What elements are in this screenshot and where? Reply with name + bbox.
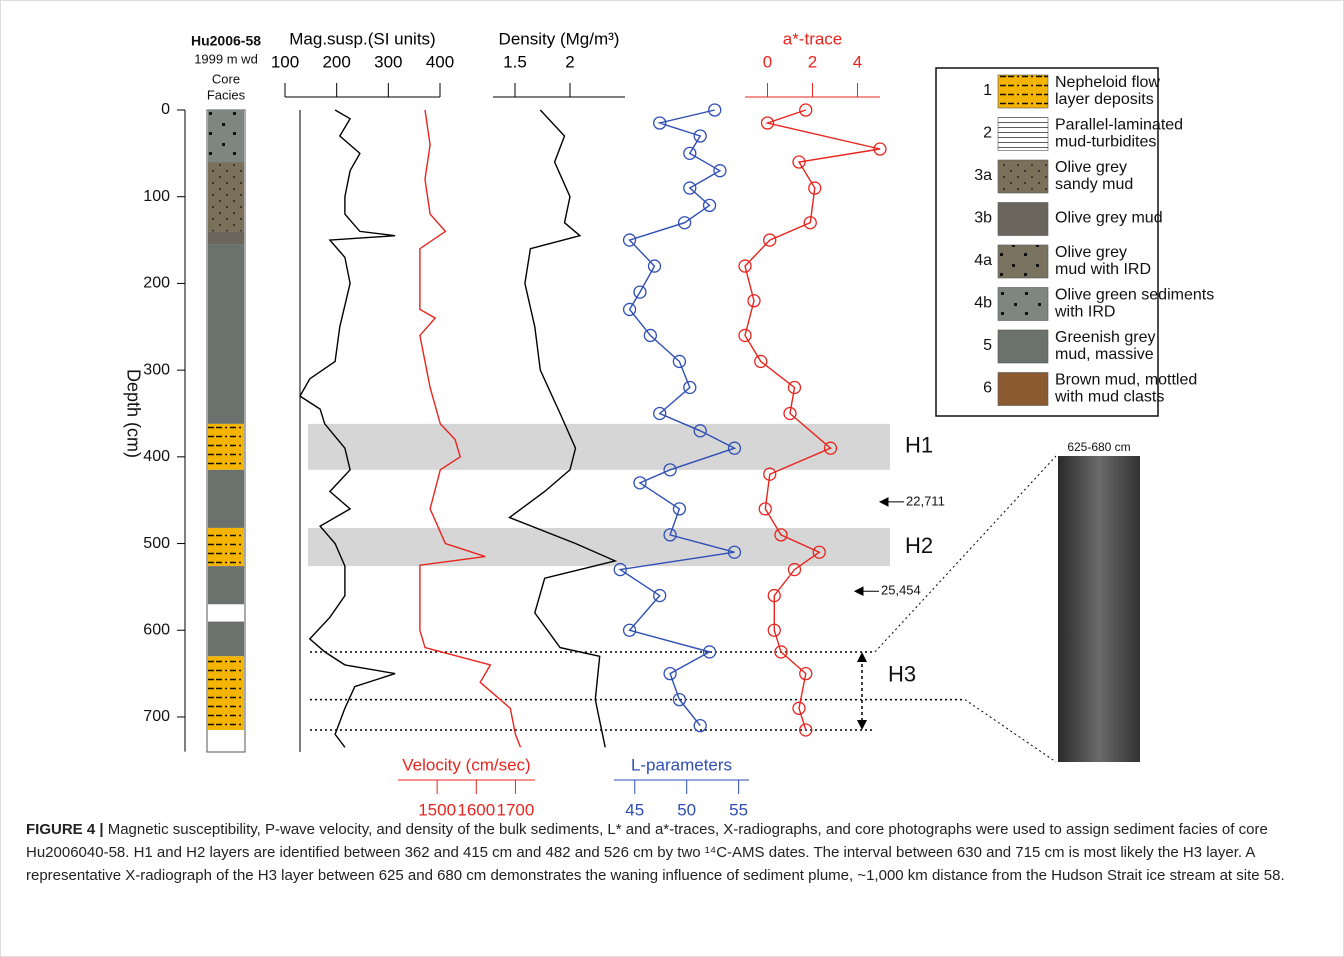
page: Hu2006-58 1999 m wd Core Facies 625-680 … <box>0 0 1344 957</box>
band-label: H3 <box>888 662 916 687</box>
x-tick-label: 1600 <box>457 800 495 819</box>
legend-label: mud with IRD <box>1055 261 1151 278</box>
band-label: H1 <box>905 433 933 458</box>
x-tick-label: 1700 <box>497 800 535 819</box>
date-arrow <box>855 587 879 595</box>
axis-title: Mag.susp.(SI units) <box>289 29 435 48</box>
legend-code: 5 <box>983 337 992 354</box>
y-tick-label: 0 <box>161 101 170 118</box>
h-band <box>308 528 890 566</box>
x-tick-label: 50 <box>677 800 696 819</box>
core-texture <box>208 424 244 470</box>
core-header: Core <box>212 71 240 86</box>
x-tick-label: 200 <box>322 52 350 71</box>
radiograph <box>1058 456 1140 762</box>
axis-title: Density (Mg/m³) <box>499 29 620 48</box>
data-point <box>709 104 721 116</box>
figure: Hu2006-58 1999 m wd Core Facies 625-680 … <box>0 0 1344 957</box>
legend-label: Olive grey mud <box>1055 210 1163 227</box>
legend-label: Nepheloid flow <box>1055 74 1160 91</box>
core-texture <box>208 110 244 162</box>
x-tick-label: 1500 <box>418 800 456 819</box>
core-segment <box>208 244 244 423</box>
x-tick-label: 400 <box>426 52 454 71</box>
core-segment <box>208 566 244 604</box>
y-tick-label: 300 <box>143 361 170 378</box>
legend-texture <box>998 288 1048 321</box>
caption-text: Magnetic susceptibility, P-wave velocity… <box>26 821 1285 884</box>
legend-code: 3a <box>974 167 992 184</box>
legend-code: 6 <box>983 380 992 397</box>
x-tick-label: 55 <box>729 800 748 819</box>
core-texture <box>208 162 244 231</box>
core-name: Hu2006-58 <box>191 33 261 49</box>
legend-code: 1 <box>983 82 992 99</box>
legend-texture <box>998 75 1048 108</box>
radiograph-label: 625-680 cm <box>1067 440 1130 454</box>
y-tick-label: 100 <box>143 188 170 205</box>
core-segment <box>208 470 244 528</box>
axis-title: Velocity (cm/sec) <box>402 755 530 774</box>
x-tick-label: 100 <box>271 52 299 71</box>
legend-texture <box>998 245 1048 278</box>
legend-code: 4a <box>974 252 992 269</box>
x-tick-label: 4 <box>853 52 862 71</box>
y-tick-label: 400 <box>143 448 170 465</box>
data-line <box>745 110 880 730</box>
legend-code: 2 <box>983 125 992 142</box>
x-tick-label: 2 <box>808 52 817 71</box>
y-tick-label: 500 <box>143 535 170 552</box>
core-segment <box>208 622 244 657</box>
x-tick-label: 45 <box>625 800 644 819</box>
legend-swatch <box>998 203 1048 236</box>
legend-swatch <box>998 373 1048 406</box>
legend-texture <box>998 118 1048 151</box>
legend-label: Brown mud, mottled <box>1055 372 1197 389</box>
legend-label: Olive green sediments <box>1055 287 1214 304</box>
legend-code: 3b <box>974 210 992 227</box>
caption: FIGURE 4 | Magnetic susceptibility, P-wa… <box>26 818 1322 887</box>
y-axis-title: Depth (cm) <box>123 369 143 458</box>
legend-label: mud-turbidites <box>1055 134 1156 151</box>
axis-title: L-parameters <box>631 755 732 774</box>
h-band <box>308 424 890 470</box>
legend-label: with IRD <box>1054 304 1115 321</box>
legend-label: Olive grey <box>1055 244 1127 261</box>
core-texture <box>208 528 244 566</box>
x-tick-label: 300 <box>374 52 402 71</box>
legend-label: with mud clasts <box>1054 389 1164 406</box>
water-depth: 1999 m wd <box>194 51 258 66</box>
x-tick-label: 2 <box>565 52 574 71</box>
h3-connector <box>965 700 1056 762</box>
date-label: 25,454 <box>881 583 921 598</box>
caption-label: FIGURE 4 | <box>26 821 104 838</box>
core-texture <box>208 656 244 730</box>
legend-label: layer deposits <box>1055 91 1154 108</box>
date-label: 22,711 <box>906 493 945 508</box>
data-line <box>620 110 734 726</box>
legend-swatch <box>998 330 1048 363</box>
legend-label: sandy mud <box>1055 176 1133 193</box>
date-arrow <box>880 498 904 506</box>
x-tick-label: 1.5 <box>503 52 527 71</box>
x-tick-label: 0 <box>763 52 772 71</box>
axis-title: a*-trace <box>783 29 843 48</box>
h3-connector <box>875 456 1056 652</box>
legend-label: Olive grey <box>1055 159 1127 176</box>
legend-label: mud, massive <box>1055 346 1154 363</box>
band-label: H2 <box>905 533 933 558</box>
legend-label: Parallel-laminated <box>1055 117 1183 134</box>
core-header: Facies <box>207 87 246 102</box>
y-tick-label: 600 <box>143 621 170 638</box>
legend-code: 4b <box>974 295 992 312</box>
core-segment <box>208 231 244 244</box>
y-tick-label: 200 <box>143 275 170 292</box>
y-tick-label: 700 <box>143 708 170 725</box>
legend-label: Greenish grey <box>1055 329 1156 346</box>
legend-texture <box>998 160 1048 193</box>
